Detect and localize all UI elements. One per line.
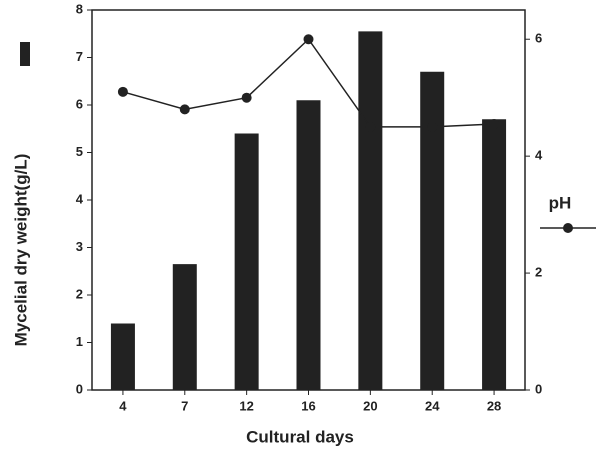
- legend-label: pH: [549, 193, 572, 212]
- y-axis-title: Mycelial dry weight(g/L): [11, 154, 30, 347]
- y2-tick-label: 4: [535, 148, 543, 163]
- y-tick-label: 0: [76, 381, 83, 396]
- point: [241, 92, 252, 103]
- x-tick-label: 24: [425, 398, 440, 413]
- y-tick-label: 4: [76, 191, 84, 206]
- y-tick-label: 1: [76, 334, 83, 349]
- y-tick-label: 7: [76, 49, 83, 64]
- x-tick-label: 4: [119, 398, 127, 413]
- legend-bar-icon: [20, 42, 30, 66]
- x-tick-label: 28: [487, 398, 501, 413]
- y2-tick-label: 6: [535, 31, 542, 46]
- point: [365, 121, 376, 132]
- point: [427, 121, 438, 132]
- x-tick-label: 12: [239, 398, 253, 413]
- bar: [172, 264, 197, 390]
- y2-tick-label: 0: [535, 381, 542, 396]
- x-axis-title: Cultural days: [246, 427, 354, 446]
- bar: [110, 323, 135, 390]
- y2-tick-label: 2: [535, 265, 542, 280]
- y-tick-label: 8: [76, 1, 83, 16]
- y-tick-label: 2: [76, 286, 83, 301]
- y-tick-label: 5: [76, 144, 83, 159]
- y-tick-label: 6: [76, 96, 83, 111]
- bar: [358, 31, 383, 390]
- point: [303, 34, 314, 45]
- bar: [234, 133, 259, 390]
- x-tick-label: 16: [301, 398, 315, 413]
- y-tick-label: 3: [76, 239, 83, 254]
- bar: [420, 71, 445, 390]
- bar: [482, 119, 507, 390]
- point: [117, 86, 128, 97]
- x-tick-label: 20: [363, 398, 377, 413]
- legend-marker: [563, 223, 573, 233]
- point: [179, 104, 190, 115]
- point: [489, 119, 500, 129]
- x-tick-label: 7: [181, 398, 188, 413]
- bar: [296, 100, 321, 390]
